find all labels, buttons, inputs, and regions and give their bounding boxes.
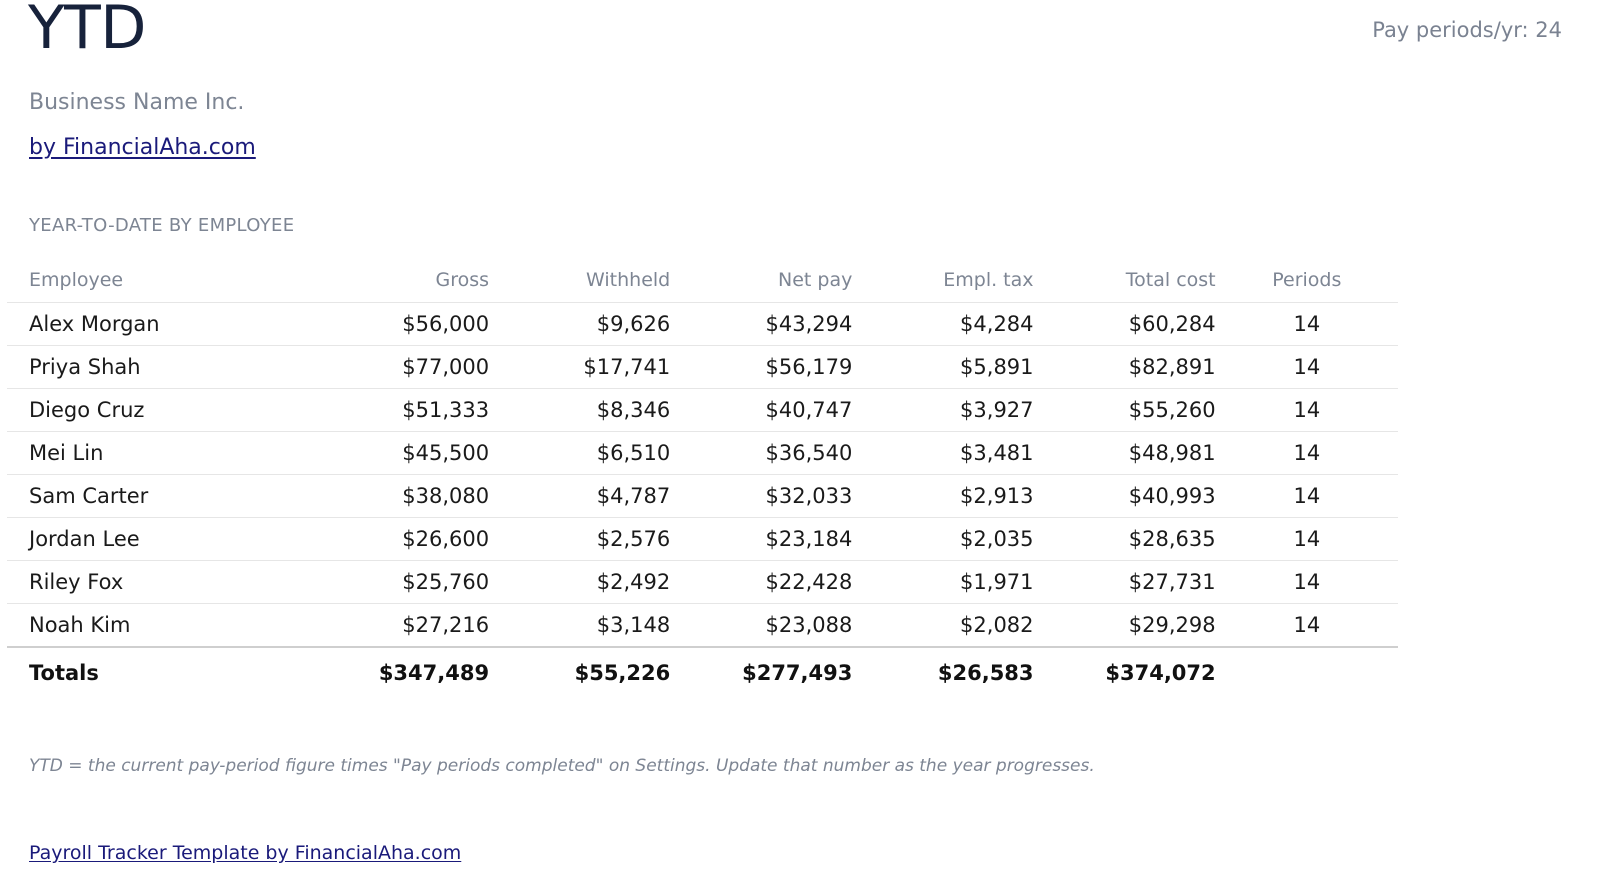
total-total-cost: $374,072 <box>1105 661 1216 685</box>
byline-link[interactable]: by FinancialAha.com <box>29 135 256 160</box>
gross-cell: $25,760 <box>306 560 490 604</box>
total-cost-cell: $48,981 <box>1033 431 1216 475</box>
net-pay-cell: $32,033 <box>670 474 853 518</box>
net-pay-cell: $23,088 <box>670 603 853 648</box>
empl-tax-cell: $4,284 <box>852 302 1034 346</box>
net-pay-cell: $22,428 <box>670 560 853 604</box>
periods-cell: 14 <box>1215 345 1398 389</box>
employee-name: Mei Lin <box>7 431 307 475</box>
total-cost-cell: $28,635 <box>1033 517 1216 561</box>
employee-name: Noah Kim <box>7 603 307 648</box>
empl-tax-cell: $3,927 <box>852 388 1034 432</box>
empl-tax-cell: $2,082 <box>852 603 1034 648</box>
employee-name: Diego Cruz <box>7 388 307 432</box>
periods-cell: 14 <box>1215 517 1398 561</box>
totals-row: Totals $347,489 $55,226 $277,493 $26,583… <box>7 647 1398 698</box>
gross-cell: $51,333 <box>306 388 490 432</box>
empl-tax-cell: $5,891 <box>852 345 1034 389</box>
total-cost-cell: $40,993 <box>1033 474 1216 518</box>
net-pay-cell: $23,184 <box>670 517 853 561</box>
gross-cell: $26,600 <box>306 517 490 561</box>
employee-name: Alex Morgan <box>7 302 307 346</box>
employee-name: Riley Fox <box>7 560 307 604</box>
totals-label: Totals <box>29 661 99 685</box>
total-net-pay: $277,493 <box>742 661 853 685</box>
empl-tax-cell: $2,913 <box>852 474 1034 518</box>
table-row: Alex Morgan $56,000 $9,626 $43,294 $4,28… <box>7 302 1398 346</box>
gross-cell: $45,500 <box>306 431 490 475</box>
net-pay-cell: $56,179 <box>670 345 853 389</box>
employee-name: Sam Carter <box>7 474 307 518</box>
total-cost-cell: $82,891 <box>1033 345 1216 389</box>
net-pay-cell: $36,540 <box>670 431 853 475</box>
total-gross: $347,489 <box>378 661 490 685</box>
withheld-cell: $17,741 <box>489 345 671 389</box>
total-empl-tax: $26,583 <box>937 661 1034 685</box>
gross-cell: $56,000 <box>306 302 490 346</box>
table-row: Diego Cruz $51,333 $8,346 $40,747 $3,927… <box>7 388 1398 432</box>
page-title: YTD <box>28 0 147 63</box>
table-row: Mei Lin $45,500 $6,510 $36,540 $3,481 $4… <box>7 431 1398 475</box>
header-net-pay: Net pay <box>670 257 853 303</box>
withheld-cell: $2,492 <box>489 560 671 604</box>
total-cost-cell: $29,298 <box>1033 603 1216 648</box>
periods-cell: 14 <box>1215 388 1398 432</box>
periods-cell: 14 <box>1215 603 1398 648</box>
net-pay-cell: $40,747 <box>670 388 853 432</box>
employee-name: Priya Shah <box>7 345 307 389</box>
table-row: Jordan Lee $26,600 $2,576 $23,184 $2,035… <box>7 517 1398 561</box>
header-periods: Periods <box>1215 257 1398 303</box>
table-row: Sam Carter $38,080 $4,787 $32,033 $2,913… <box>7 474 1398 518</box>
total-periods <box>1216 647 1398 698</box>
empl-tax-cell: $3,481 <box>852 431 1034 475</box>
header-employee: Employee <box>7 257 307 303</box>
periods-cell: 14 <box>1215 302 1398 346</box>
table-header-row: Employee Gross Withheld Net pay Empl. ta… <box>7 257 1398 303</box>
gross-cell: $38,080 <box>306 474 490 518</box>
header-withheld: Withheld <box>489 257 671 303</box>
withheld-cell: $8,346 <box>489 388 671 432</box>
periods-cell: 14 <box>1215 431 1398 475</box>
net-pay-cell: $43,294 <box>670 302 853 346</box>
withheld-cell: $9,626 <box>489 302 671 346</box>
withheld-cell: $4,787 <box>489 474 671 518</box>
withheld-cell: $3,148 <box>489 603 671 648</box>
table-row: Noah Kim $27,216 $3,148 $23,088 $2,082 $… <box>7 603 1398 648</box>
employee-name: Jordan Lee <box>7 517 307 561</box>
empl-tax-cell: $1,971 <box>852 560 1034 604</box>
footer-link[interactable]: Payroll Tracker Template by FinancialAha… <box>29 842 462 864</box>
pay-periods-per-year: Pay periods/yr: 24 <box>1372 18 1562 42</box>
business-name: Business Name Inc. <box>29 90 245 115</box>
periods-cell: 14 <box>1215 560 1398 604</box>
gross-cell: $77,000 <box>306 345 490 389</box>
withheld-cell: $2,576 <box>489 517 671 561</box>
header-gross: Gross <box>306 257 490 303</box>
table-row: Priya Shah $77,000 $17,741 $56,179 $5,89… <box>7 345 1398 389</box>
table-row: Riley Fox $25,760 $2,492 $22,428 $1,971 … <box>7 560 1398 604</box>
header-total-cost: Total cost <box>1033 257 1216 303</box>
withheld-cell: $6,510 <box>489 431 671 475</box>
total-cost-cell: $27,731 <box>1033 560 1216 604</box>
section-title: YEAR-TO-DATE BY EMPLOYEE <box>29 215 295 236</box>
ytd-table: Employee Gross Withheld Net pay Empl. ta… <box>7 257 1398 698</box>
gross-cell: $27,216 <box>306 603 490 648</box>
total-cost-cell: $55,260 <box>1033 388 1216 432</box>
periods-cell: 14 <box>1215 474 1398 518</box>
empl-tax-cell: $2,035 <box>852 517 1034 561</box>
header-empl-tax: Empl. tax <box>852 257 1034 303</box>
total-cost-cell: $60,284 <box>1033 302 1216 346</box>
ytd-note: YTD = the current pay-period figure time… <box>29 756 1095 776</box>
total-withheld: $55,226 <box>574 661 671 685</box>
